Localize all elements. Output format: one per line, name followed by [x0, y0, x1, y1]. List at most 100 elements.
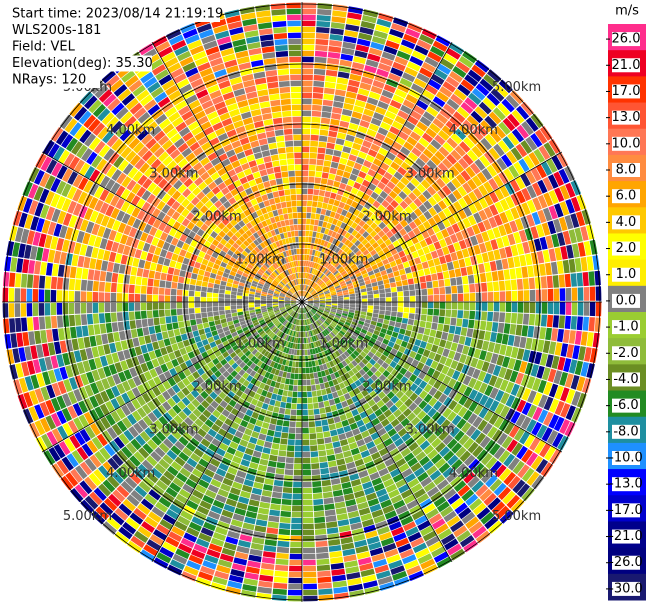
range-gate — [302, 68, 314, 75]
range-gate — [322, 166, 330, 173]
range-gate — [297, 337, 301, 344]
range-gate — [332, 441, 341, 448]
range-gate — [431, 411, 442, 422]
range-gate — [293, 355, 297, 362]
range-gate — [265, 472, 275, 480]
range-gate — [302, 343, 305, 350]
range-gate — [292, 343, 296, 349]
range-gate — [503, 453, 516, 467]
range-gate — [52, 328, 59, 342]
range-gate — [357, 384, 366, 392]
range-gate — [8, 303, 15, 318]
range-gate — [74, 291, 81, 302]
range-gate — [290, 311, 295, 316]
range-gate — [523, 302, 530, 313]
range-gate — [287, 14, 301, 21]
range-gate — [258, 433, 267, 441]
range-gate — [280, 165, 288, 172]
range-gate — [387, 413, 396, 423]
range-gate — [336, 427, 345, 435]
range-gate — [306, 331, 310, 337]
range-gate — [431, 546, 446, 558]
range-gate — [198, 479, 210, 489]
range-gate — [272, 374, 278, 382]
range-gate — [463, 398, 473, 409]
range-gate — [498, 468, 512, 482]
range-gate — [532, 378, 542, 392]
range-gate — [242, 453, 252, 462]
range-gate — [289, 225, 295, 231]
range-gate — [280, 345, 285, 352]
range-gate — [302, 38, 315, 45]
range-gate — [315, 213, 321, 220]
range-gate — [295, 361, 299, 368]
range-gate — [281, 326, 286, 332]
range-gate — [221, 409, 231, 418]
range-gate — [291, 517, 302, 524]
range-gate — [287, 20, 301, 27]
range-gate — [391, 377, 400, 386]
range-gate — [302, 326, 304, 332]
range-gate — [335, 452, 344, 460]
range-gate — [326, 204, 333, 211]
range-gate — [34, 261, 42, 275]
range-gate — [249, 362, 257, 370]
range-gate — [271, 393, 278, 400]
range-gate — [271, 9, 286, 16]
range-gate — [404, 422, 414, 432]
range-gate — [186, 527, 200, 538]
range-gate — [288, 316, 293, 322]
range-gate — [184, 320, 191, 327]
range-gate — [334, 501, 346, 509]
range-gate — [463, 302, 470, 311]
range-gate — [383, 437, 394, 447]
range-gate — [280, 401, 286, 409]
range-gate — [258, 22, 272, 30]
range-gate — [365, 492, 377, 501]
range-gate — [349, 516, 361, 525]
range-gate — [291, 98, 302, 105]
range-gate — [239, 534, 253, 542]
range-gate — [263, 545, 277, 552]
range-gate — [521, 487, 535, 502]
range-gate — [123, 320, 131, 331]
range-gate — [294, 343, 298, 350]
range-gate — [463, 471, 476, 484]
range-gate — [457, 484, 471, 497]
range-gate — [172, 477, 185, 488]
range-gate — [329, 124, 339, 132]
range-gate — [490, 353, 499, 364]
range-gate — [311, 469, 321, 476]
range-gate — [360, 568, 375, 577]
range-gate — [433, 496, 447, 508]
range-gate — [290, 529, 302, 536]
range-gate — [302, 493, 313, 500]
range-gate — [543, 411, 554, 426]
range-gate — [274, 197, 281, 204]
range-gate — [410, 462, 422, 473]
range-gate — [271, 491, 282, 499]
range-gate — [483, 492, 497, 506]
range-gate — [299, 349, 302, 356]
range-gate — [114, 531, 130, 545]
range-gate — [307, 349, 311, 356]
range-gate — [423, 374, 432, 383]
range-gate — [2, 287, 9, 302]
range-gate — [296, 409, 302, 416]
range-gate — [391, 302, 398, 307]
range-gate — [122, 293, 129, 302]
range-gate — [312, 316, 317, 321]
range-gate — [330, 331, 336, 338]
range-gate — [475, 311, 482, 320]
range-gate — [207, 282, 214, 288]
range-gate — [278, 528, 291, 536]
range-gate — [517, 302, 524, 313]
range-gate — [311, 308, 317, 313]
range-gate — [324, 308, 331, 311]
range-gate — [346, 461, 356, 470]
range-gate — [401, 353, 409, 362]
range-gate — [313, 402, 319, 409]
range-gate — [340, 151, 350, 160]
range-gate — [190, 452, 201, 463]
